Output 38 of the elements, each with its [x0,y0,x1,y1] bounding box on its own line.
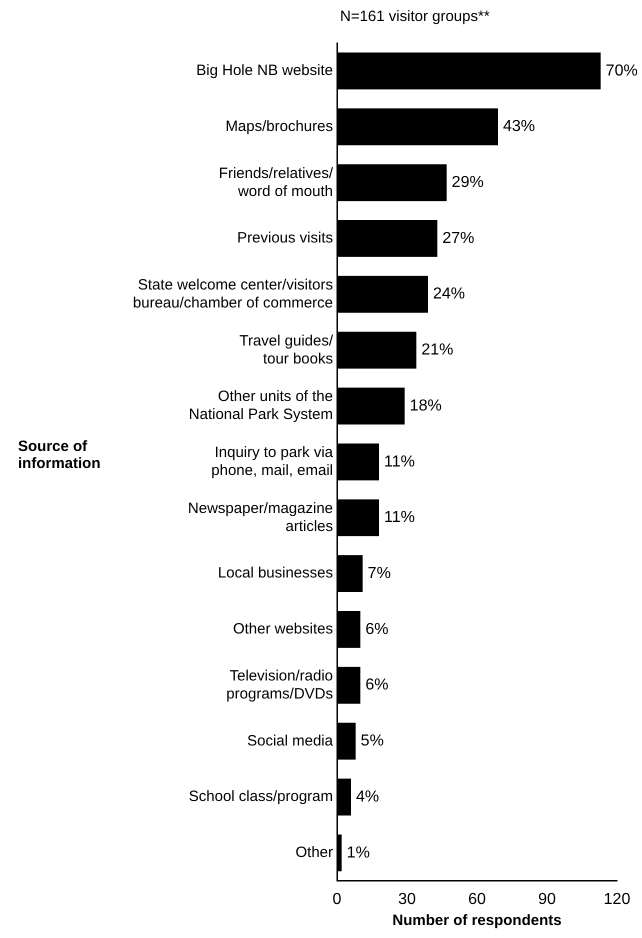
annotation: 4% [356,788,380,806]
annotation: 21% [421,342,454,359]
x-tick-label: 90 [538,890,556,908]
y-tick-label: Newspaper/magazine articles [188,500,333,535]
y-tick-label: Travel guides/ tour books [239,332,334,368]
annotation: 11% [384,453,415,470]
y-tick-label: Big Hole NB website [196,62,333,80]
annotation: 1% [346,844,370,862]
x-axis-title: Number of respondents [392,912,562,930]
annotation: 70% [606,62,638,80]
chart-title: N=161 visitor groups** [340,8,490,25]
y-tick-label: Social media [247,732,334,750]
y-tick-label: Other units of the National Park System [188,388,333,424]
annotation: 5% [360,732,384,750]
y-axis-title: Source of information [18,438,102,472]
y-tick-label: Television/radio programs/DVDs [226,667,333,702]
annotation: 7% [368,565,391,582]
x-tick-label: 60 [468,890,486,908]
annotation: 27% [442,230,474,247]
annotation: 11% [384,509,415,526]
y-tick-label: Local businesses [218,564,333,582]
annotation: 6% [365,620,388,638]
y-tick-label: Inquiry to park via phone, mail, email [211,444,334,480]
annotation: 24% [433,286,466,303]
x-tick-label: 30 [398,890,416,908]
annotation: 29% [452,174,484,192]
annotation: 6% [365,676,388,694]
x-tick-label: 0 [332,890,342,908]
y-tick-label: Previous visits [237,230,333,247]
y-tick-label: Other websites [232,620,333,638]
y-tick-label: State welcome center/visitors bureau/chamber of commerce [132,276,333,312]
annotation: 18% [410,397,442,414]
y-tick-label: Friends/relatives/ word of mouth [218,164,334,200]
annotation: 43% [503,118,536,136]
y-tick-label: School class/program [188,788,333,806]
y-tick-label: Other [295,844,334,862]
y-tick-label: Maps/brochures [225,118,333,135]
x-tick-label: 120 [604,890,630,908]
